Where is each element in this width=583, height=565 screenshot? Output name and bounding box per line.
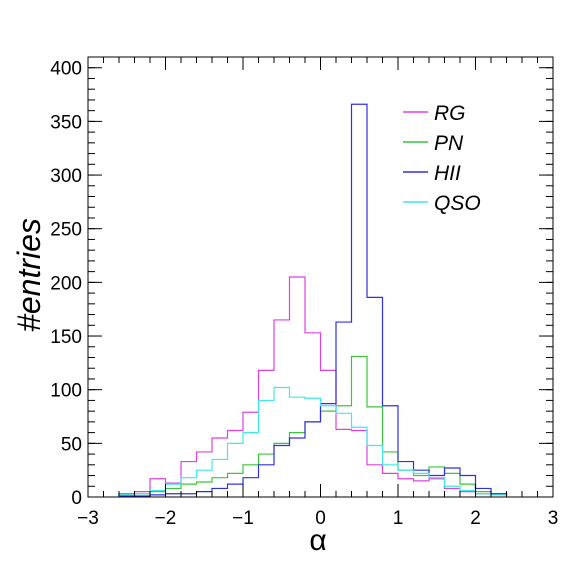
y-tick-label: 0 <box>71 488 82 509</box>
series-qso <box>118 386 508 497</box>
plot-frame <box>87 56 554 498</box>
histogram-outline-rg <box>118 276 508 497</box>
y-tick-label: 50 <box>61 434 82 455</box>
series-rg <box>118 276 508 497</box>
legend-label-hii: HII <box>434 162 461 185</box>
x-tick-label: −3 <box>77 508 99 529</box>
x-tick-label: −2 <box>155 508 177 529</box>
histogram-outline-pn <box>118 355 508 497</box>
series-pn <box>118 355 508 497</box>
y-tick-label: 250 <box>50 220 82 241</box>
y-axis-title: #entries <box>11 218 47 332</box>
axis-layer: −3 −2 −1 0 1 2 3 0 50 100 150 200 250 300 350 400 <box>50 56 559 529</box>
x-tick-label: 0 <box>315 508 326 529</box>
x-axis-title: α <box>309 524 326 557</box>
y-tick-label: 300 <box>50 166 82 187</box>
y-tick-label: 400 <box>50 59 82 80</box>
legend-label-rg: RG <box>434 102 466 125</box>
y-tick-label: 350 <box>50 112 82 133</box>
x-tick-label: 1 <box>393 508 404 529</box>
legend: RG PN HII QSO <box>403 102 481 215</box>
legend-label-pn: PN <box>434 132 464 155</box>
legend-label-qso: QSO <box>434 192 481 215</box>
x-tick-label: 3 <box>548 508 559 529</box>
y-tick-label: 150 <box>50 327 82 348</box>
y-tick-label: 200 <box>50 273 82 294</box>
x-tick-label: −1 <box>232 508 254 529</box>
y-tick-label: 100 <box>50 381 82 402</box>
x-tick-label: 2 <box>470 508 481 529</box>
histogram-outline-qso <box>118 386 508 497</box>
